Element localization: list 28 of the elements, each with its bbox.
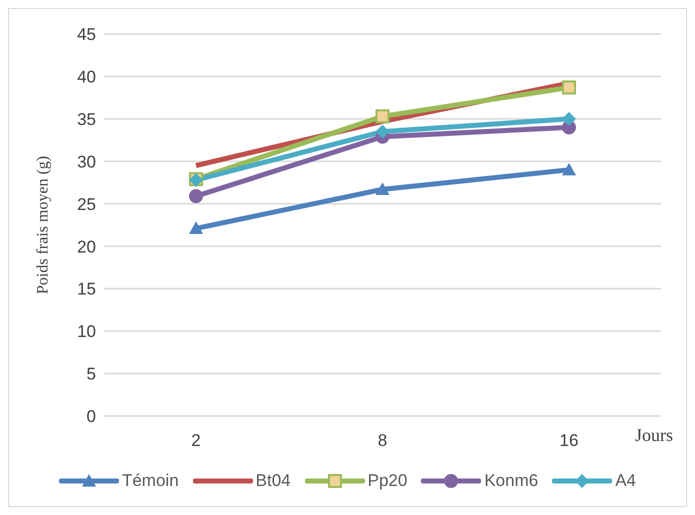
- point: [376, 124, 390, 139]
- point: [189, 189, 203, 204]
- x-tick-label: 8: [378, 431, 388, 450]
- point: [562, 112, 576, 126]
- y-tick-label: 25: [77, 194, 96, 214]
- y-tick-label: 5: [86, 364, 96, 384]
- x-tick-label: 16: [560, 431, 578, 450]
- point: [376, 109, 390, 124]
- point: [562, 80, 576, 94]
- legend-label: Bt04: [254, 471, 291, 491]
- y-tick-label: 0: [86, 407, 96, 426]
- y-tick-label: 15: [77, 280, 96, 299]
- y-tick-label: 10: [77, 322, 96, 342]
- legend-label: Témoin: [120, 471, 179, 491]
- y-tick-label: 35: [77, 110, 96, 129]
- legend-label: A4: [614, 471, 636, 491]
- point: [562, 162, 576, 176]
- y-axis-title: Poids frais moyen (g): [34, 156, 52, 294]
- x-axis-title: Jours: [634, 424, 673, 445]
- y-tick-label: 20: [77, 237, 96, 256]
- y-tick-label: 45: [77, 25, 96, 44]
- point: [189, 221, 203, 234]
- y-tick-label: 40: [77, 67, 96, 86]
- x-tick-label: 2: [191, 431, 201, 450]
- point: [376, 182, 390, 195]
- legend-label: Pp20: [366, 471, 408, 491]
- legend-label: Konm6: [483, 471, 538, 491]
- y-tick-label: 30: [77, 152, 96, 172]
